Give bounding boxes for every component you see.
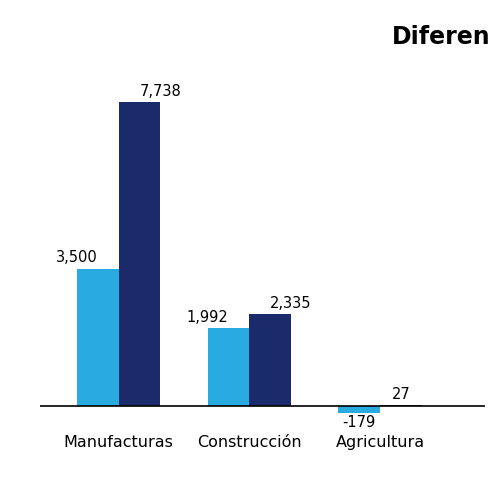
Bar [338, 406, 380, 414]
Bar [118, 102, 160, 406]
Bar [76, 268, 118, 406]
Bar [208, 328, 250, 406]
Text: Diferen: Diferen [392, 25, 490, 49]
Text: 7,738: 7,738 [140, 84, 181, 98]
Text: 2,335: 2,335 [270, 296, 312, 312]
Text: -179: -179 [342, 414, 376, 430]
Text: 1,992: 1,992 [186, 310, 228, 325]
Text: 3,500: 3,500 [56, 250, 98, 266]
Bar [250, 314, 292, 406]
Text: 27: 27 [392, 387, 410, 402]
